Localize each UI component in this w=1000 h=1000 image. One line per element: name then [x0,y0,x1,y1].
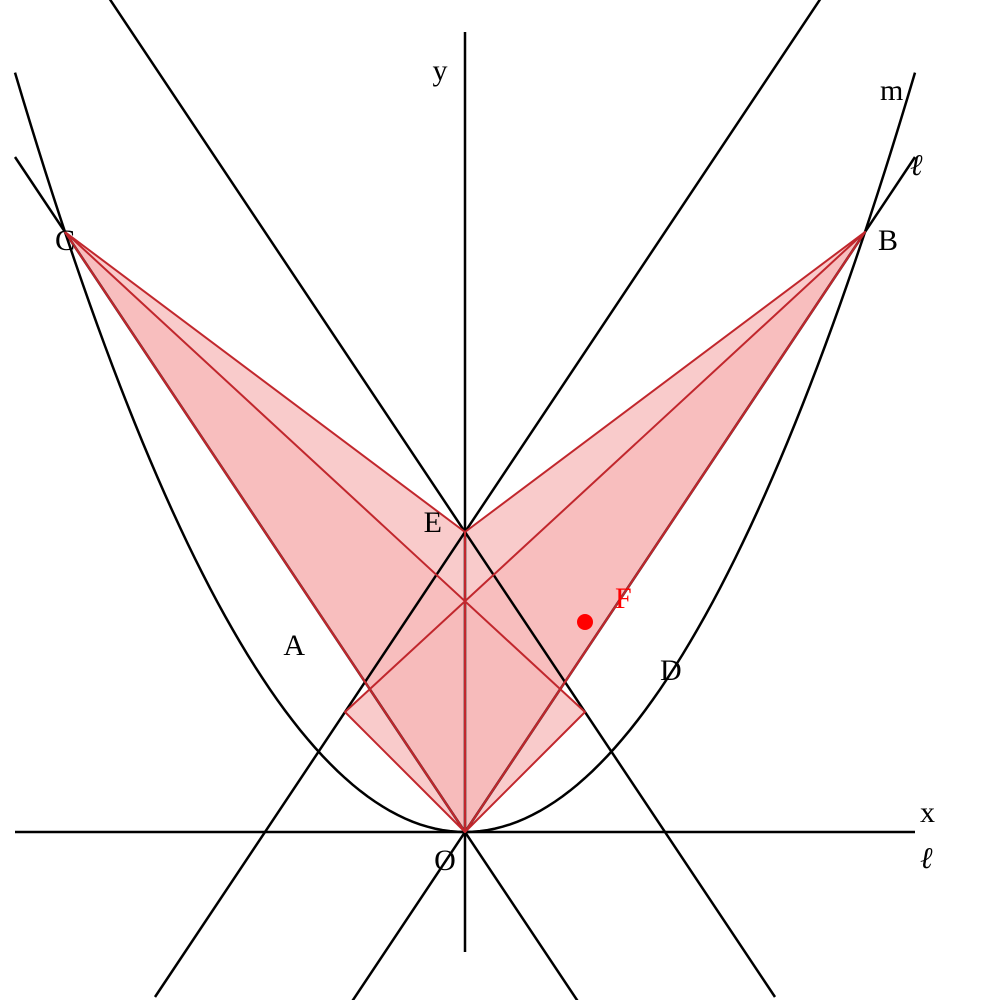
label-x: x [920,796,935,829]
label-B: B [878,224,898,257]
label-F: F [615,582,632,615]
point-F [577,614,593,630]
label-l_top: ℓ [910,149,923,182]
label-O: O [434,844,456,877]
label-l_bot: ℓ [920,842,933,875]
label-A: A [283,629,305,662]
label-E: E [424,506,442,539]
label-y: y [433,54,448,87]
label-C: C [55,224,75,257]
label-m: m [880,74,903,107]
label-D: D [660,654,682,687]
